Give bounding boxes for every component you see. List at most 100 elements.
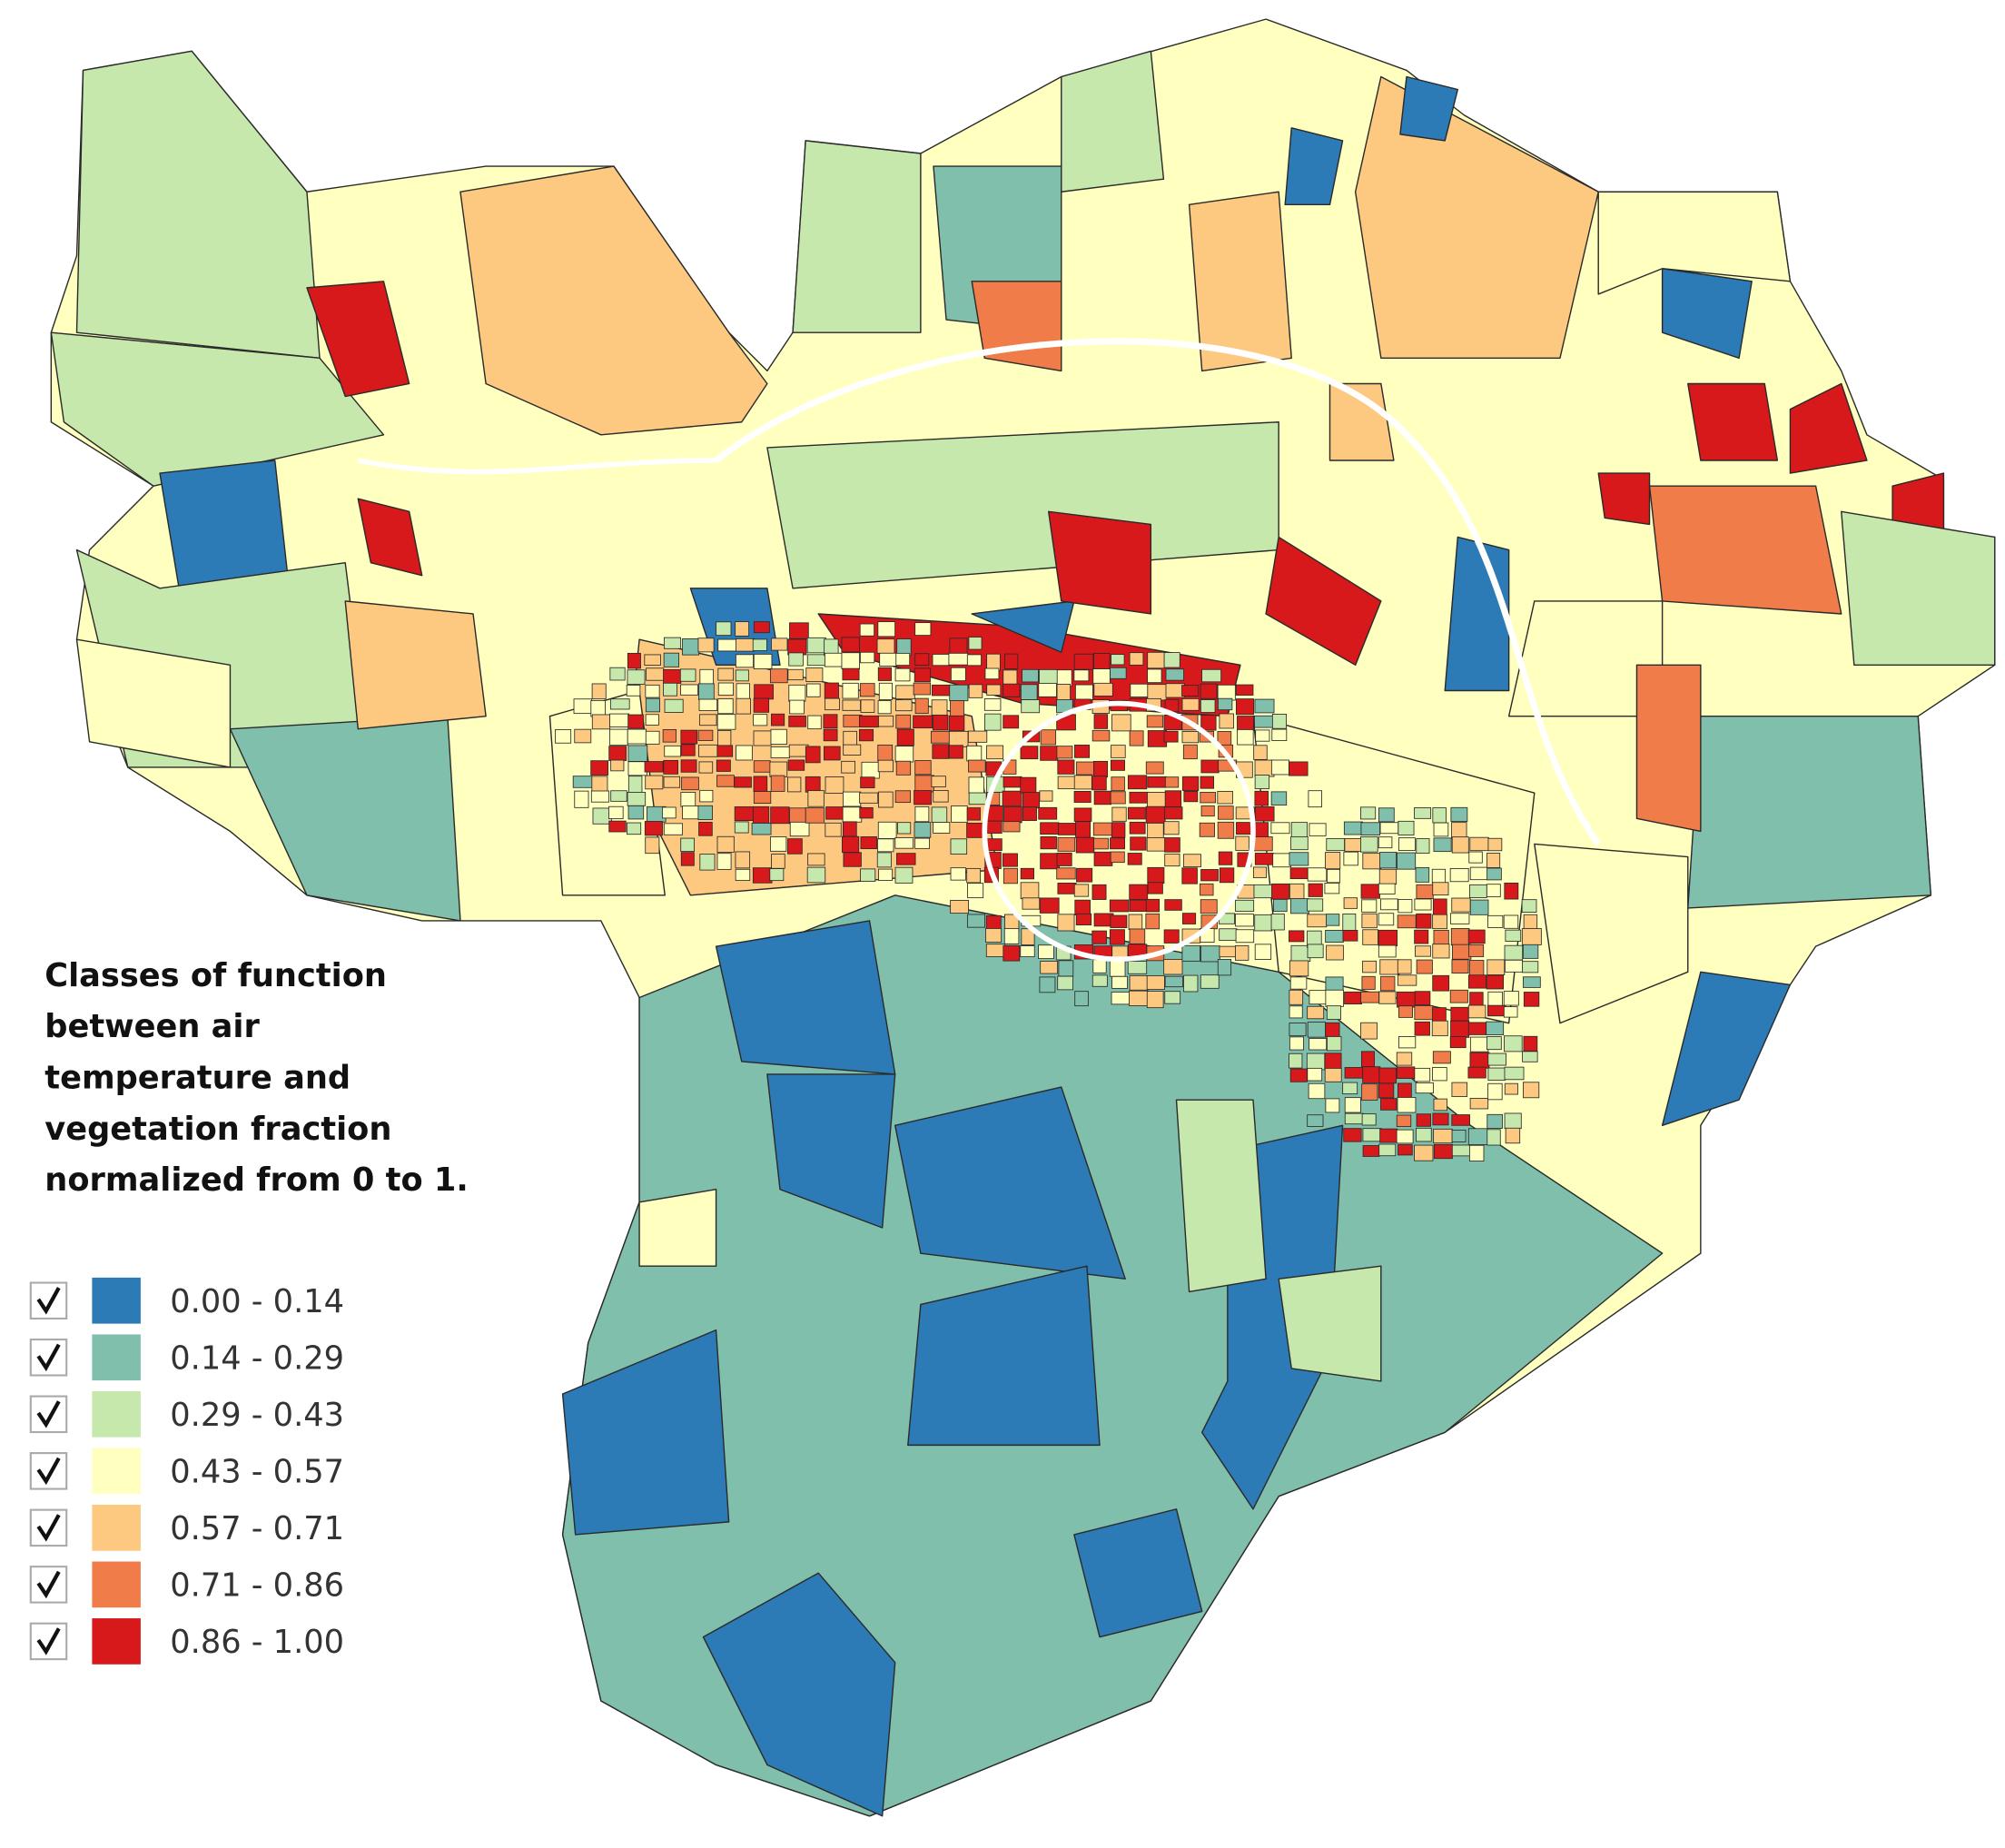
urban-block <box>1289 976 1308 990</box>
urban-block <box>1076 867 1093 883</box>
urban-block <box>842 667 860 681</box>
urban-block <box>1129 974 1149 991</box>
urban-block <box>1360 836 1378 853</box>
urban-block <box>645 697 660 713</box>
legend-checkbox[interactable] <box>29 1339 68 1377</box>
urban-block <box>1129 899 1148 912</box>
urban-block <box>914 653 930 666</box>
urban-block <box>1163 929 1180 944</box>
urban-block <box>787 668 804 681</box>
urban-block <box>1092 822 1113 836</box>
urban-block <box>1147 822 1164 839</box>
urban-block <box>1270 822 1290 835</box>
urban-block <box>1254 853 1274 865</box>
urban-block <box>609 667 626 681</box>
urban-block <box>1343 821 1363 835</box>
urban-block <box>1450 806 1468 823</box>
urban-block <box>1468 944 1485 957</box>
urban-block <box>914 837 930 849</box>
urban-block <box>1486 1129 1501 1146</box>
urban-block <box>1056 867 1076 880</box>
urban-block <box>1147 651 1165 669</box>
legend-checkbox[interactable] <box>29 1395 68 1434</box>
urban-block <box>877 744 894 762</box>
urban-block <box>1181 867 1198 884</box>
urban-block <box>716 621 732 637</box>
urban-block <box>753 760 771 773</box>
urban-block <box>1308 790 1322 808</box>
urban-block <box>1020 882 1040 900</box>
urban-block <box>627 652 641 669</box>
urban-block <box>985 944 1006 957</box>
urban-block <box>1486 959 1506 975</box>
urban-block <box>1057 882 1077 894</box>
map-region <box>1328 382 1395 461</box>
urban-block <box>1272 853 1292 868</box>
urban-block <box>1200 974 1220 989</box>
legend-swatch <box>92 1561 141 1608</box>
map-region <box>1073 1508 1203 1638</box>
legend-checkbox[interactable] <box>29 1566 68 1604</box>
urban-block <box>716 853 732 870</box>
urban-block <box>1307 898 1324 912</box>
urban-block <box>860 776 875 788</box>
urban-block <box>1308 883 1323 897</box>
urban-block <box>591 776 608 793</box>
legend-checkbox[interactable] <box>29 1622 68 1661</box>
urban-block <box>699 714 717 726</box>
urban-block <box>1093 653 1111 669</box>
urban-block <box>645 714 659 726</box>
urban-block <box>769 836 787 852</box>
urban-block <box>1093 790 1112 805</box>
urban-block <box>752 638 767 651</box>
urban-block <box>736 745 753 761</box>
urban-block <box>1201 668 1222 683</box>
map-region <box>1661 268 1753 360</box>
legend-checkbox[interactable] <box>29 1508 68 1547</box>
urban-block <box>1379 852 1398 869</box>
urban-block <box>1254 759 1275 777</box>
urban-block <box>1309 990 1328 1005</box>
urban-block <box>1219 945 1237 958</box>
urban-block <box>627 745 648 762</box>
urban-block <box>930 730 951 744</box>
map-region <box>459 165 768 436</box>
urban-block <box>1450 1020 1470 1038</box>
urban-block <box>824 652 844 667</box>
urban-block <box>1183 974 1199 993</box>
map-region <box>1687 382 1779 461</box>
urban-block <box>1451 897 1471 913</box>
urban-block <box>572 776 593 788</box>
urban-block <box>1219 928 1238 941</box>
checkmark <box>36 1400 61 1428</box>
urban-block <box>1398 1144 1413 1156</box>
urban-block <box>1200 776 1215 789</box>
urban-block <box>931 806 948 823</box>
map-region <box>894 1086 1126 1280</box>
urban-block <box>985 838 1002 852</box>
legend-checkbox[interactable] <box>29 1281 68 1320</box>
urban-block <box>1289 761 1309 776</box>
map-region <box>907 1265 1101 1447</box>
urban-block <box>663 637 682 649</box>
urban-block <box>1092 668 1111 686</box>
urban-block <box>1378 883 1396 894</box>
urban-block <box>968 684 983 698</box>
urban-block <box>1486 1004 1506 1017</box>
urban-block <box>1040 746 1059 761</box>
legend-checkbox[interactable] <box>29 1452 68 1490</box>
urban-block <box>1002 821 1021 833</box>
urban-block <box>679 668 696 682</box>
urban-block <box>1235 835 1249 851</box>
urban-block <box>1503 1006 1518 1018</box>
urban-block <box>1397 1097 1417 1113</box>
urban-block <box>1397 991 1416 1008</box>
urban-block <box>1255 729 1270 742</box>
urban-block <box>896 728 914 746</box>
urban-block <box>1145 761 1164 775</box>
urban-block <box>1396 1052 1413 1066</box>
urban-block <box>1111 654 1125 666</box>
urban-block <box>841 652 860 669</box>
urban-block <box>1505 1127 1521 1144</box>
urban-block <box>1290 822 1308 838</box>
